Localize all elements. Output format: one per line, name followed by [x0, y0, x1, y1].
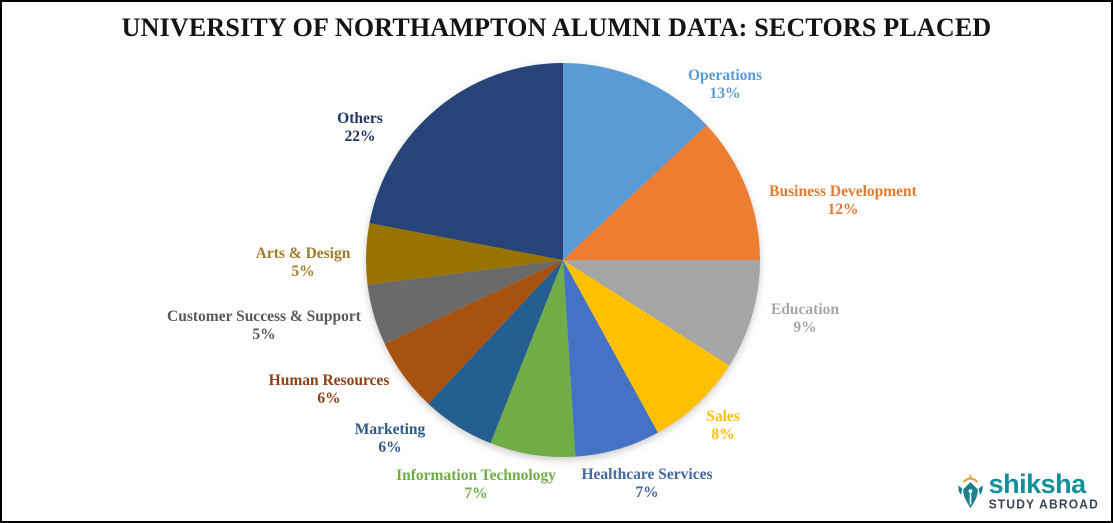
slice-label-name: Others: [337, 110, 383, 127]
slice-label-value: 7%: [464, 485, 488, 502]
pie-slice-information-technology: [490, 260, 576, 457]
slice-label-value: 6%: [317, 390, 341, 407]
slice-label-name: Arts & Design: [255, 245, 351, 262]
pie-slice-customer-success-support: [367, 260, 563, 344]
slice-label-name: Human Resources: [268, 372, 390, 389]
slice-label-name: Business Development: [769, 183, 917, 200]
slice-label-name: Sales: [706, 408, 740, 425]
pie-slice-marketing: [428, 260, 563, 444]
slice-label-value: 5%: [252, 326, 276, 343]
pie-slice-education: [563, 260, 760, 366]
pie-slice-business-development: [563, 125, 760, 260]
slice-label-others: Others 22%: [337, 110, 383, 146]
shiksha-logo: shiksha STUDY ABROAD: [957, 469, 1099, 512]
slice-label-value: 13%: [709, 85, 741, 102]
slice-label-name: Information Technology: [396, 467, 556, 484]
slice-label-operations: Operations 13%: [688, 67, 762, 103]
slice-label-education: Education 9%: [771, 301, 839, 337]
slice-label-marketing: Marketing 6%: [355, 421, 426, 457]
pie-slice-arts-design: [365, 223, 563, 285]
pie-slice-operations: [563, 63, 707, 260]
slice-label-arts-design: Arts & Design 5%: [256, 245, 351, 281]
logo-tagline-text: STUDY ABROAD: [988, 497, 1099, 512]
slice-label-value: 9%: [793, 319, 817, 336]
pie-slice-others: [369, 63, 563, 260]
slice-label-name: Marketing: [354, 421, 426, 438]
slice-label-value: 5%: [291, 263, 315, 280]
slice-label-name: Education: [770, 301, 840, 318]
slice-label-value: 12%: [827, 201, 859, 218]
slice-label-human-resources: Human Resources 6%: [269, 372, 390, 408]
slice-label-sales: Sales 8%: [706, 408, 740, 444]
slice-label-name: Operations: [687, 67, 763, 84]
pie-slice-sales: [563, 260, 730, 433]
pen-nib-icon: [957, 474, 983, 508]
slice-label-information-technology: Information Technology 7%: [396, 467, 556, 503]
slice-label-name: Healthcare Services: [581, 466, 713, 483]
slice-label-customer-success-support: Customer Success & Support 5%: [167, 308, 361, 344]
pie-slice-healthcare-services: [563, 260, 658, 457]
logo-brand-text: shiksha: [988, 469, 1087, 499]
slice-label-business-development: Business Development 12%: [769, 183, 917, 219]
slice-label-value: 8%: [711, 426, 735, 443]
slice-label-name: Customer Success & Support: [167, 308, 361, 325]
slice-label-healthcare-services: Healthcare Services 7%: [582, 466, 713, 502]
chart-title: UNIVERSITY OF NORTHAMPTON ALUMNI DATA: S…: [121, 13, 992, 42]
pie-slice-human-resources: [384, 260, 563, 404]
slice-label-value: 6%: [378, 439, 402, 456]
slice-label-value: 22%: [344, 128, 376, 145]
slice-label-value: 7%: [635, 484, 659, 501]
